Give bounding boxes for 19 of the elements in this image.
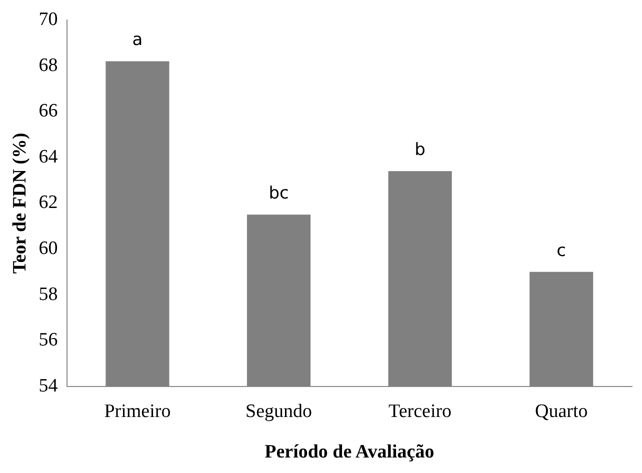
x-tick-label: Segundo	[246, 400, 312, 422]
annotation: a	[132, 30, 143, 50]
y-tick-label: 68	[38, 54, 58, 76]
y-tick-label: 62	[38, 192, 58, 214]
annotation: b	[414, 140, 426, 160]
y-tick-label: 64	[38, 146, 58, 168]
annotation: bc	[268, 184, 289, 204]
annotation: c	[556, 240, 566, 261]
x-tick-label: Terceiro	[388, 400, 452, 422]
y-tick-label: 58	[38, 284, 58, 305]
y-tick-label: 66	[38, 100, 58, 122]
x-tick-label: Quarto	[534, 400, 588, 422]
y-axis-title: Teor de FDN (%)	[9, 132, 30, 274]
y-tick-label: 56	[38, 330, 58, 351]
x-tick-label: Primeiro	[104, 400, 171, 422]
y-tick-label: 70	[38, 8, 58, 30]
x-axis-title: Período de Avaliação	[264, 442, 434, 463]
y-tick-label: 60	[38, 238, 58, 259]
y-tick-label: 54	[38, 375, 58, 396]
